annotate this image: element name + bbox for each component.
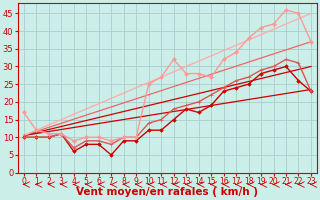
X-axis label: Vent moyen/en rafales ( km/h ): Vent moyen/en rafales ( km/h ) xyxy=(76,187,258,197)
